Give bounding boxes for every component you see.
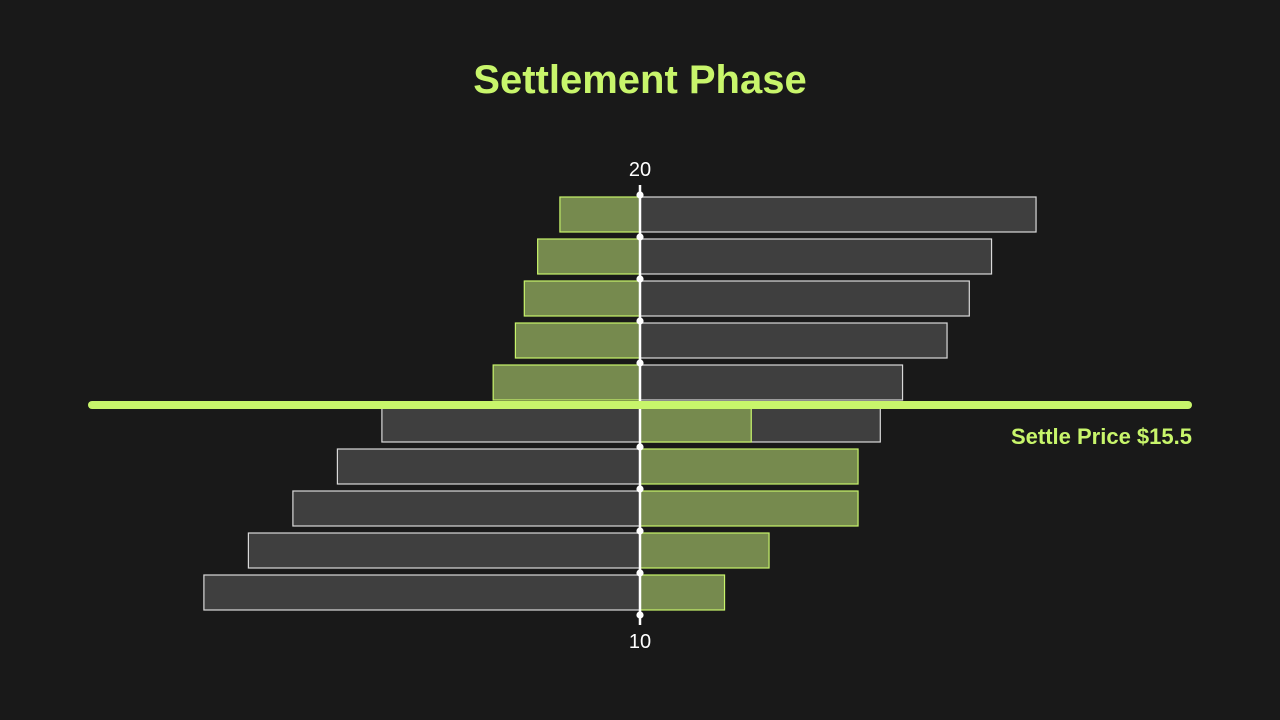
right-green-bar-10 xyxy=(639,574,726,611)
axis-dot xyxy=(636,317,644,325)
right-gray-bar-2 xyxy=(639,238,993,275)
axis-bottom-label: 10 xyxy=(629,631,651,653)
axis-dot xyxy=(636,527,644,535)
right-green-bar-6 xyxy=(639,406,752,443)
axis-dot xyxy=(636,569,644,577)
right-green-bar-9 xyxy=(639,532,770,569)
left-gray-bar-7 xyxy=(336,448,641,485)
axis-top-label: 20 xyxy=(629,159,651,181)
left-green-bar-4 xyxy=(514,322,641,359)
settle-price-label: Settle Price $15.5 xyxy=(1011,424,1192,449)
left-green-bar-1 xyxy=(559,196,641,233)
axis-dot xyxy=(636,191,644,199)
right-gray-bar-5 xyxy=(639,364,904,401)
right-gray-bar-4 xyxy=(639,322,948,359)
right-green-bar-8 xyxy=(639,490,859,527)
chart-title: Settlement Phase xyxy=(473,58,807,102)
left-bars-group xyxy=(203,196,641,611)
left-green-bar-2 xyxy=(537,238,641,275)
right-green-bar-7 xyxy=(639,448,859,485)
left-gray-bar-10 xyxy=(203,574,641,611)
axis-dot xyxy=(636,233,644,241)
right-gray-bar-3 xyxy=(639,280,970,317)
left-gray-bar-8 xyxy=(292,490,641,527)
left-green-bar-3 xyxy=(523,280,641,317)
left-green-bar-5 xyxy=(492,364,641,401)
axis-dot xyxy=(636,275,644,283)
left-gray-bar-9 xyxy=(247,532,641,569)
left-gray-bar-6 xyxy=(381,406,641,443)
right-bars-group xyxy=(639,196,1037,611)
axis-dot xyxy=(636,359,644,367)
axis-dot xyxy=(636,611,644,619)
axis-dot xyxy=(636,485,644,493)
axis-dot xyxy=(636,443,644,451)
right-gray-bar-1 xyxy=(639,196,1037,233)
